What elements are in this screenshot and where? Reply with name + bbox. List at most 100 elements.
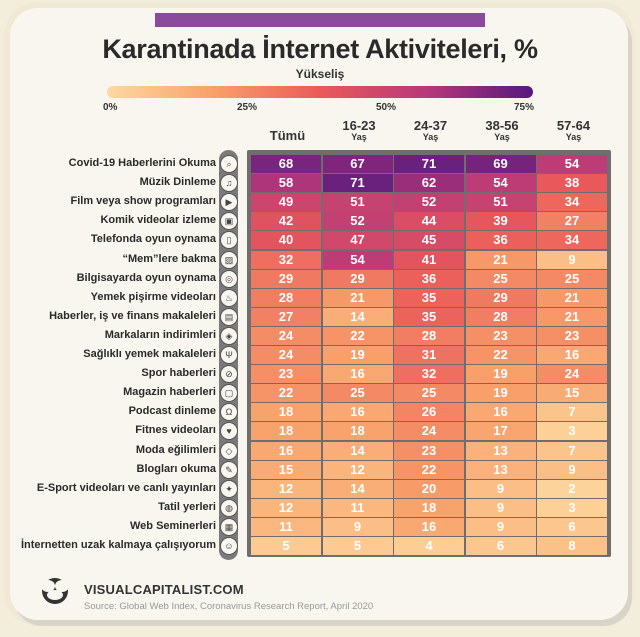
heatmap-cell: 2 — [537, 479, 607, 498]
image-icon: ▨ — [220, 250, 238, 269]
heatmap-cell: 27 — [537, 212, 607, 231]
legend-tick: 50% — [376, 102, 397, 113]
column-label: 24-37 — [413, 118, 448, 133]
column-label: 16-23 — [342, 118, 376, 133]
heatmap-cell: 44 — [394, 212, 464, 231]
heatmap-cell: 9 — [537, 460, 607, 479]
heatmap-cell: 54 — [322, 250, 393, 269]
row-label: Komik videolar izleme — [100, 214, 216, 227]
heatmap-cell: 71 — [394, 155, 464, 173]
mouse-icon: ◎ — [220, 269, 238, 288]
globe-icon: ◍ — [220, 498, 238, 517]
heatmap-cell: 18 — [251, 422, 321, 441]
heatmap-cell: 29 — [465, 288, 536, 307]
column-header: 38-56 Yaş — [467, 118, 538, 142]
heatmap-cell: 14 — [322, 307, 393, 326]
fashion-icon: ◇ — [220, 441, 238, 460]
heatmap-cell: 4 — [394, 537, 464, 555]
heatmap-cell: 24 — [537, 365, 607, 384]
heatmap-cell: 32 — [394, 365, 464, 384]
row-label: Magazin haberleri — [123, 386, 216, 399]
heatmap-cell: 25 — [465, 269, 536, 288]
heatmap-cell: 22 — [251, 384, 321, 403]
heatmap-cell: 24 — [394, 422, 464, 441]
heatmap-cell: 27 — [251, 307, 321, 326]
heatmap-cell: 3 — [537, 422, 607, 441]
row-label: Bilgisayarda oyun oynama — [76, 271, 216, 284]
row-label: Yemek pişirme videoları — [90, 290, 216, 303]
heatmap-cell: 28 — [465, 307, 536, 326]
column-sublabel: Yaş — [565, 132, 582, 142]
heatmap-cell: 25 — [394, 384, 464, 403]
column-sublabel: Yaş — [494, 132, 510, 142]
phone-game-icon: ▯ — [220, 231, 238, 250]
heatmap-cell: 67 — [322, 155, 393, 173]
heatmap-cell: 13 — [465, 460, 536, 479]
heatmap-cell: 58 — [251, 174, 321, 193]
row-label: İnternetten uzak kalmaya çalışıyorum — [20, 539, 216, 551]
chart-title: Karantinada İnternet Aktiviteleri, % — [102, 34, 538, 64]
heatmap-cell: 23 — [394, 441, 464, 460]
webinar-icon: ▦ — [220, 517, 238, 536]
heatmap-cell: 13 — [465, 441, 536, 460]
heatmap-cell: 19 — [322, 346, 393, 364]
source-note: Source: Global Web Index, Coronavirus Re… — [84, 601, 374, 612]
heatmap-cell: 40 — [251, 231, 321, 250]
heatmap-cell: 9 — [465, 498, 536, 517]
heatmap-cell: 18 — [322, 422, 393, 441]
heatmap-cell: 22 — [394, 460, 464, 479]
heatmap-cell: 15 — [251, 460, 321, 479]
row-label: Web Seminerleri — [130, 519, 216, 532]
fitness-icon: ♥ — [220, 422, 238, 441]
heatmap-cell: 35 — [394, 288, 464, 307]
row-label: Film veya show programları — [70, 195, 217, 208]
ball-icon: ⊘ — [220, 365, 238, 384]
row-label: Fitnes videoları — [135, 424, 216, 437]
column-header: 57-64 Yaş — [538, 118, 609, 142]
heatmap-cell: 62 — [394, 174, 464, 193]
heatmap-cell: 23 — [465, 326, 536, 345]
row-label: Podcast dinleme — [128, 405, 216, 418]
heatmap-cell: 23 — [251, 365, 321, 384]
heatmap-cell: 7 — [537, 403, 607, 422]
heatmap-cell: 6 — [465, 537, 536, 555]
heatmap-cell: 18 — [251, 403, 321, 422]
heatmap-cell: 11 — [251, 517, 321, 536]
row-label: Moda eğilimleri — [135, 443, 216, 456]
heatmap-cell: 14 — [322, 441, 393, 460]
heatmap-cell: 20 — [394, 479, 464, 498]
heatmap-cell: 9 — [537, 250, 607, 269]
color-scale-bar — [107, 86, 533, 98]
heatmap-cell: 21 — [465, 250, 536, 269]
heatmap-cell: 16 — [322, 403, 393, 422]
legend-tick: 75% — [514, 102, 535, 113]
heatmap-cell: 19 — [465, 384, 536, 403]
legend-tick: 0% — [103, 102, 118, 113]
heatmap-cell: 12 — [251, 479, 321, 498]
heatmap-cell: 42 — [251, 212, 321, 231]
heatmap-cell: 6 — [537, 517, 607, 536]
heatmap-cell: 38 — [537, 174, 607, 193]
heatmap-cell: 12 — [251, 498, 321, 517]
legend-tick: 25% — [237, 102, 258, 113]
heatmap-cell: 14 — [322, 479, 393, 498]
heatmap-cell: 49 — [251, 193, 321, 212]
heatmap-cell: 47 — [322, 231, 393, 250]
column-label: 38-56 — [485, 118, 519, 133]
row-label: Spor haberleri — [141, 367, 216, 380]
music-icon: ♫ — [220, 174, 238, 193]
row-label: Haberler, iş ve finans makaleleri — [49, 309, 216, 322]
heatmap-cell: 16 — [465, 403, 536, 422]
heatmap-cell: 35 — [394, 307, 464, 326]
column-sublabel: Yaş — [351, 132, 367, 142]
row-label: Markaların indirimleri — [104, 328, 216, 341]
heatmap-cell: 15 — [537, 384, 607, 403]
heatmap-cell: 34 — [537, 231, 607, 250]
heatmap-cell: 9 — [465, 479, 536, 498]
heatmap-cell: 52 — [322, 212, 393, 231]
play-icon: ▶ — [220, 193, 238, 212]
heatmap-cell: 29 — [322, 269, 393, 288]
heatmap-cell: 36 — [465, 231, 536, 250]
heatmap-cell: 16 — [394, 517, 464, 536]
heatmap-cell: 54 — [465, 174, 536, 193]
